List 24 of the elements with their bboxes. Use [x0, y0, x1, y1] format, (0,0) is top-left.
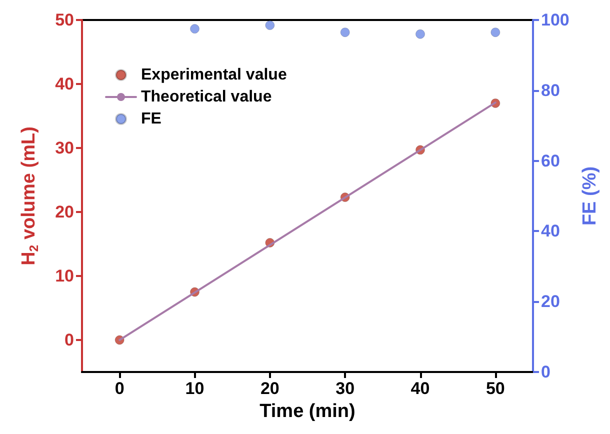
legend-label: Theoretical value [141, 88, 272, 106]
y-tick-label: 10 [55, 266, 74, 286]
y2-tick-label: 20 [541, 292, 560, 312]
y-tick-label: 50 [55, 10, 74, 30]
y2-axis-title: FE (%) [579, 166, 600, 226]
y-tick-label: 30 [55, 138, 74, 158]
y2-tick-label: 60 [541, 151, 560, 170]
x-tick-label: 20 [260, 379, 280, 398]
y-axis-title: H2 volume (mL) [18, 126, 41, 266]
y-tick-label: 20 [55, 202, 74, 222]
x-tick-label: 50 [486, 379, 505, 398]
legend-label: Experimental value [141, 66, 287, 84]
x-axis-title: Time (min) [260, 400, 356, 422]
y2-tick-label: 40 [541, 222, 560, 241]
y-tick-label: 0 [64, 330, 74, 350]
legend-label: FE [141, 110, 162, 128]
x-tick-label: 40 [410, 379, 430, 398]
x-tick-label: 0 [114, 379, 124, 398]
y-tick-label: 40 [55, 74, 74, 94]
x-tick-label: 30 [336, 379, 355, 398]
x-tick-label: 10 [185, 379, 204, 398]
y2-tick-label: 100 [541, 10, 570, 30]
y2-tick-label: 80 [541, 80, 560, 100]
y2-tick-label: 0 [541, 362, 550, 382]
